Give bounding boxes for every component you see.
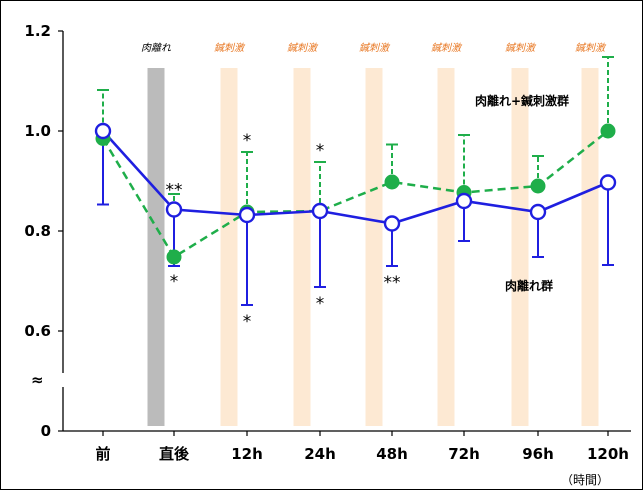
significance-marker: ** (166, 181, 183, 201)
band-5 (511, 68, 529, 426)
x-tick-label: 直後 (159, 445, 190, 463)
data-point-blue (383, 215, 401, 232)
band-6 (581, 68, 599, 426)
x-tick-label: 96h (522, 445, 554, 463)
data-point-blue (165, 201, 183, 218)
series-group (94, 56, 617, 306)
series-name-blue: 肉離れ群 (505, 278, 553, 293)
band-3 (365, 68, 383, 426)
y-tick-label: 0.8 (24, 222, 51, 240)
significance-marker: * (316, 141, 325, 161)
axis-break-symbol: ≈ (31, 371, 44, 389)
significance-marker: ** (384, 273, 401, 293)
band-0 (147, 68, 165, 426)
x-unit-label: （時間） (561, 473, 609, 487)
y-tick-label: 1.2 (24, 22, 51, 40)
x-tick-label: 12h (231, 445, 263, 463)
band-label: 鍼刺激 (287, 42, 319, 54)
data-point-blue (529, 203, 547, 221)
data-point-green (530, 178, 546, 194)
band-1 (220, 68, 238, 426)
data-point-blue (238, 206, 256, 224)
data-point-blue (94, 122, 112, 140)
x-tick-label: 120h (587, 445, 629, 463)
data-point-green (600, 123, 616, 139)
significance-marker: * (243, 131, 252, 151)
data-point-blue (311, 202, 329, 220)
band-label: 鍼刺激 (431, 42, 463, 54)
series-name-green: 肉離れ+鍼刺激群 (475, 93, 569, 108)
y-tick-label: 0.6 (24, 322, 51, 340)
band-label: 鍼刺激 (359, 42, 391, 54)
band-2 (293, 68, 311, 426)
x-tick-label: 前 (95, 445, 110, 463)
band-label: 鍼刺激 (575, 42, 607, 54)
y-tick-label: 1.0 (24, 122, 51, 140)
x-tick-label: 48h (376, 445, 408, 463)
data-point-green (166, 249, 182, 265)
series-line-green (101, 130, 609, 259)
band-label: 鍼刺激 (214, 42, 246, 54)
y-tick-label: 0 (41, 422, 51, 440)
stimulus-bands: 肉離れ 鍼刺激 鍼刺激 鍼刺激 鍼刺激 鍼刺激 鍼刺激 (141, 42, 607, 426)
data-point-green (384, 174, 400, 190)
significance-marker: * (316, 294, 325, 314)
band-label: 鍼刺激 (505, 42, 537, 54)
significance-marker: * (170, 272, 179, 292)
series-line-blue (102, 130, 609, 225)
x-tick-label: 24h (304, 445, 336, 463)
axes: ≈0 0.6 0.8 1.0 1.2 前 直後 12h 24h 48h 72h 96h 120h （時間） (24, 22, 631, 487)
data-point-blue (599, 174, 617, 191)
x-tick-label: 72h (448, 445, 480, 463)
significance-marker: * (243, 312, 252, 332)
band-4 (437, 68, 455, 426)
band-label: 肉離れ (141, 42, 172, 54)
data-point-blue (455, 192, 473, 210)
